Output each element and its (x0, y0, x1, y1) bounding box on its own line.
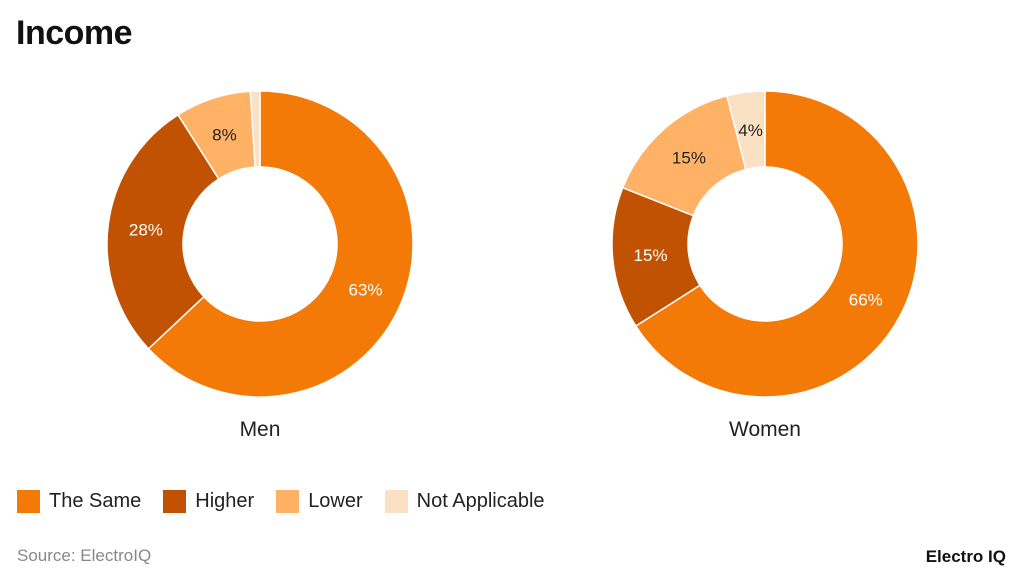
source-note: Source: ElectroIQ (17, 546, 152, 565)
donut-charts: 63% 28% 8% Men 66% 15% 15% 4% Women (106, 90, 919, 441)
legend-label: The Same (49, 490, 142, 512)
chart-title: Income (16, 14, 133, 52)
slice-women-0 (634, 90, 919, 398)
legend-swatch (163, 490, 187, 513)
data-label: 15% (672, 149, 706, 168)
legend-item: The Same (17, 490, 141, 513)
data-label: 66% (849, 290, 883, 309)
legend: The Same Higher Lower Not Applicable (17, 490, 567, 513)
slice-men-0 (147, 90, 414, 398)
chart-name: Men (240, 418, 281, 441)
legend-item: Higher (163, 490, 254, 513)
legend-item: Lower (276, 490, 363, 513)
slice-women-3 (726, 90, 766, 171)
logo: Electro IQ (925, 547, 1006, 566)
data-label: 28% (129, 221, 163, 240)
legend-label: Not Applicable (416, 490, 545, 512)
slice-men-3 (249, 90, 261, 168)
slice-men-1 (106, 113, 220, 350)
legend-label: Lower (308, 490, 363, 512)
data-label: 4% (738, 121, 763, 140)
legend-swatch (17, 490, 40, 513)
legend-swatch (276, 490, 300, 513)
legend-item: Not Applicable (384, 490, 545, 513)
data-label: 8% (212, 126, 237, 145)
data-label: 15% (633, 246, 667, 265)
data-label: 63% (349, 281, 383, 300)
legend-label: Higher (195, 490, 255, 512)
chart-name: Women (729, 418, 801, 441)
legend-swatch (384, 490, 408, 513)
